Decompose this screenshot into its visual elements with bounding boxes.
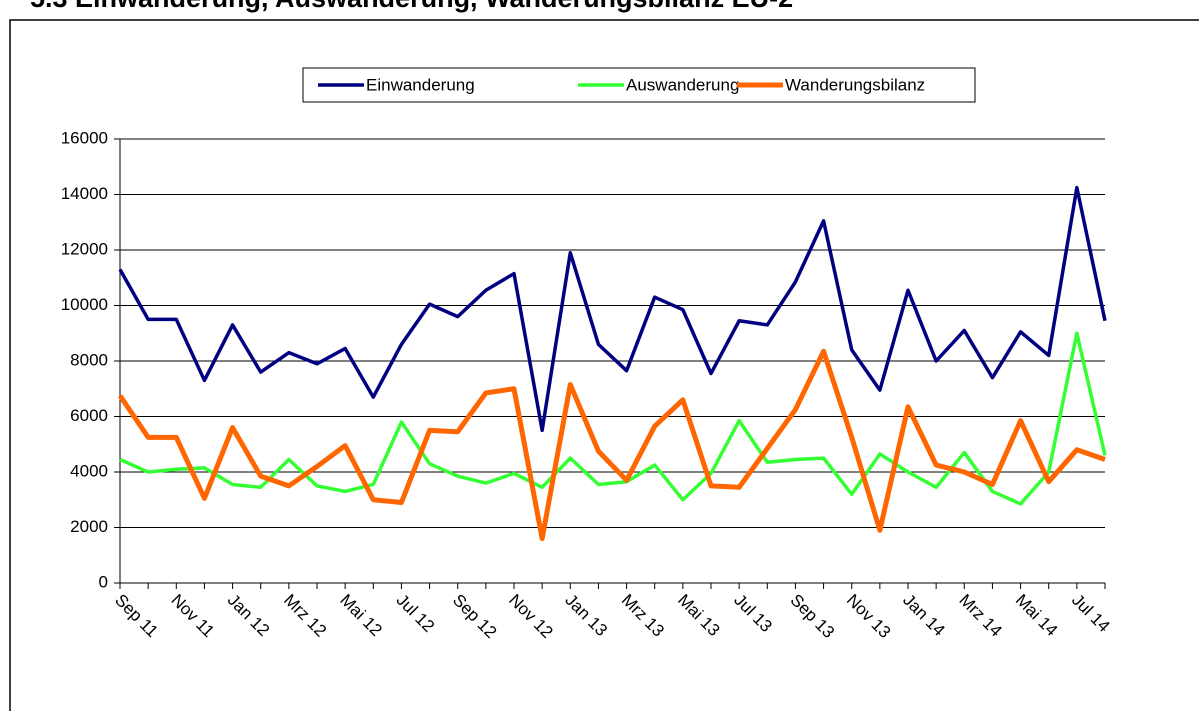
series-line	[119, 331, 1107, 506]
y-tick-label: 14000	[61, 184, 108, 203]
series-line	[117, 348, 1106, 542]
legend-label: Einwanderung	[366, 75, 475, 94]
y-tick-label: 6000	[70, 406, 108, 425]
chart-title: 5.3 Einwanderung, Auswanderung, Wanderun…	[30, 0, 793, 13]
y-tick-label: 10000	[61, 295, 108, 314]
y-tick-label: 8000	[70, 350, 108, 369]
y-tick-label: 16000	[61, 128, 108, 147]
y-tick-label: 0	[99, 572, 108, 591]
y-tick-label: 12000	[61, 239, 108, 258]
y-tick-label: 4000	[70, 461, 108, 480]
y-tick-label: 2000	[70, 517, 108, 536]
series-line	[118, 185, 1107, 433]
legend-label: Wanderungsbilanz	[785, 75, 925, 94]
legend-label: Auswanderung	[626, 75, 739, 94]
legend-box	[302, 67, 976, 103]
